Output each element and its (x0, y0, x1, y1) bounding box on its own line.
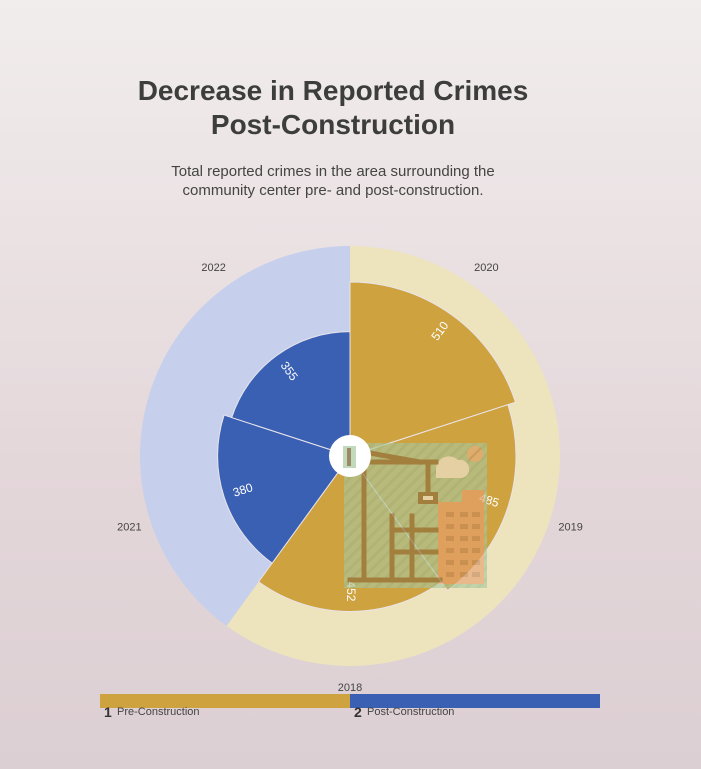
category-label-group: 2020 2019 2018 2021 2022 (117, 262, 583, 694)
chart-title-line-1: Decrease in Reported Crimes (137, 75, 529, 106)
category-label: 2018 (338, 682, 362, 694)
legend-label: Pre-Construction (117, 706, 200, 718)
legend-index: 1 (104, 704, 112, 720)
legend-label: Post-Construction (367, 706, 455, 718)
chart-subtitle-line-2: community center pre- and post-construct… (182, 182, 484, 199)
chart-title: Decrease in Reported Crimes Post-Constru… (0, 74, 666, 142)
category-label: 2021 (117, 522, 141, 534)
slice-value-label: 380 (231, 480, 255, 500)
legend-index: 2 (354, 704, 362, 720)
construction-crane-building-icon (344, 443, 487, 588)
slice-2022[interactable] (231, 331, 351, 457)
legend-swatch-pre-construction (100, 694, 350, 708)
slice-2021[interactable] (217, 414, 351, 564)
chart-subtitle: Total reported crimes in the area surrou… (0, 162, 666, 200)
category-label: 2022 (201, 262, 225, 274)
center-hole (329, 435, 371, 477)
legend-item-pre-construction: 1 Pre-Construction (100, 694, 350, 724)
legend-item-post-construction: 2 Post-Construction (350, 694, 600, 724)
legend: 1 Pre-Construction 2 Post-Construction (100, 694, 600, 724)
legend-swatch-post-construction (350, 694, 600, 708)
chart-subtitle-line-1: Total reported crimes in the area surrou… (171, 163, 495, 180)
slice-2020[interactable] (349, 281, 517, 457)
category-label: 2019 (558, 522, 582, 534)
category-label: 2020 (474, 262, 498, 274)
chart-title-line-2: Post-Construction (210, 109, 456, 140)
